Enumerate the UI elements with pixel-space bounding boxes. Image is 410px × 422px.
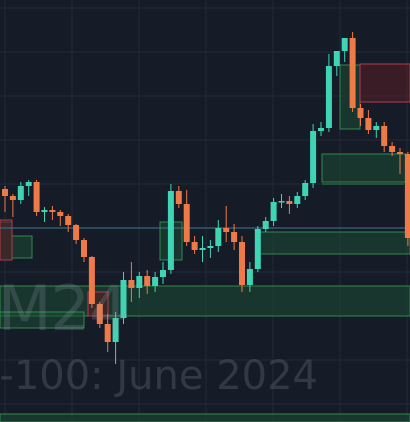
zone-green: [11, 235, 33, 259]
candle-body-up: [167, 191, 174, 270]
candle-body-down: [81, 240, 87, 257]
candle-body-up: [207, 246, 214, 248]
candle-body-up: [25, 182, 32, 186]
zone-green: [0, 285, 410, 317]
candle-body-up: [278, 201, 285, 203]
candle-body-up: [270, 202, 277, 221]
candle-body-down: [231, 232, 238, 242]
candle-body-down: [88, 257, 95, 304]
zone-green: [0, 413, 410, 422]
candle-body-down: [2, 189, 8, 196]
candle-body-down: [404, 154, 410, 238]
candle-body-up: [120, 280, 127, 318]
candle-body-up: [262, 221, 269, 229]
candle-body-up: [215, 228, 222, 246]
candle-body-up: [310, 131, 317, 183]
candle-body-down: [57, 212, 64, 216]
candle-body-up: [41, 210, 48, 212]
candle-body-down: [183, 204, 190, 242]
candle-body-down: [365, 118, 372, 130]
candle-body-down: [49, 210, 56, 212]
candle-body-down: [357, 108, 364, 118]
candle-body-up: [199, 248, 206, 250]
candles: [2, 32, 410, 364]
candle-body-down: [223, 228, 230, 232]
candle-body-up: [333, 51, 340, 66]
zone-red: [359, 63, 410, 103]
zones: [0, 63, 410, 422]
candle-body-down: [286, 201, 293, 204]
candle-body-up: [318, 128, 324, 131]
candle-body-down: [175, 191, 182, 204]
candle-body-down: [389, 146, 396, 152]
candle-body-down: [65, 216, 72, 225]
candle-body-down: [73, 225, 80, 240]
candle-body-down: [128, 280, 135, 288]
zone-green: [0, 311, 85, 329]
candle-body-up: [246, 269, 253, 285]
candle-body-down: [239, 242, 245, 285]
candle-body-down: [191, 242, 198, 250]
zone-red: [0, 219, 13, 261]
candle-body-down: [349, 38, 356, 108]
candle-body-up: [112, 318, 119, 342]
candle-body-up: [17, 186, 24, 200]
candle-body-up: [152, 277, 159, 286]
candle-body-down: [144, 276, 151, 286]
candle-body-down: [104, 324, 111, 342]
candle-body-up: [341, 38, 348, 51]
zone-green: [259, 231, 410, 255]
candle-body-up: [325, 66, 332, 128]
candle-body-up: [136, 276, 143, 288]
candle-body-down: [381, 126, 388, 146]
candle-body-down: [96, 304, 103, 324]
candle-body-down: [9, 196, 16, 200]
candle-body-up: [373, 126, 380, 130]
levels: [0, 183, 410, 229]
candle-body-up: [302, 183, 309, 196]
candle-body-up: [254, 229, 261, 269]
candle-body-down: [33, 182, 40, 212]
candle-body-up: [294, 196, 301, 204]
candle-body-up: [160, 270, 166, 277]
candle-body-down: [397, 152, 403, 154]
zone-green: [321, 153, 407, 183]
